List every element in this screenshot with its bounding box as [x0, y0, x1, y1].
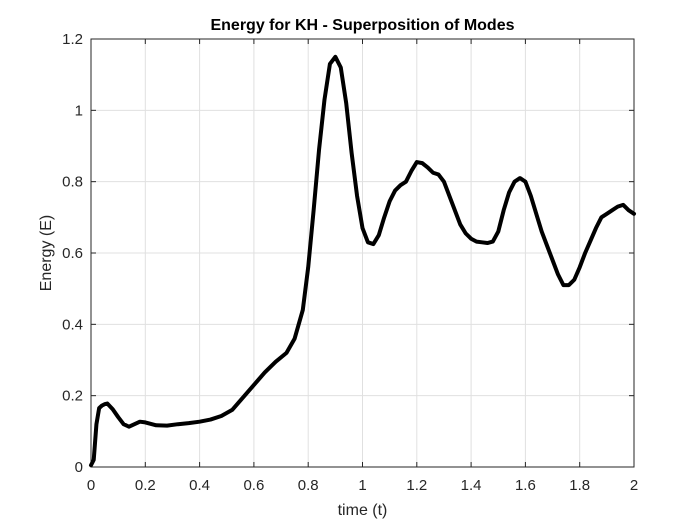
- axes-box: [90, 38, 635, 468]
- x-tick-label: 1.8: [569, 477, 590, 494]
- y-tick-label: 0: [75, 459, 83, 476]
- y-tick-label: 0.8: [62, 174, 83, 191]
- tick-labels: 0 0.2 0.4 0.6 0.8 1 1.2 1.4 1.6 1.8 2 0 0.2 0.4 0.6 0.8…: [62, 31, 638, 494]
- x-tick-label: 1.2: [406, 477, 427, 494]
- x-tick-label: 0.4: [189, 477, 210, 494]
- y-axis-label: Energy (E): [38, 215, 55, 291]
- x-tick-label: 1.4: [461, 477, 482, 494]
- energy-series-line: [89, 54, 636, 468]
- x-tick-label: 0.2: [135, 477, 156, 494]
- x-axis-label: time (t): [338, 502, 388, 519]
- x-tick-label: 0.6: [243, 477, 264, 494]
- x-tick-label: 2: [630, 477, 638, 494]
- x-tick-label: 1: [358, 477, 366, 494]
- y-tick-label: 0.6: [62, 245, 83, 262]
- y-tick-label: 1: [75, 102, 83, 119]
- y-tick-label: 0.4: [62, 316, 83, 333]
- x-tick-label: 0: [87, 477, 95, 494]
- x-tick-label: 1.6: [515, 477, 536, 494]
- y-tick-label: 0.2: [62, 388, 83, 405]
- data-series: [89, 54, 636, 468]
- chart-title: Energy for KH - Superposition of Modes: [210, 17, 514, 34]
- y-tick-label: 1.2: [62, 31, 83, 48]
- x-tick-label: 0.8: [298, 477, 319, 494]
